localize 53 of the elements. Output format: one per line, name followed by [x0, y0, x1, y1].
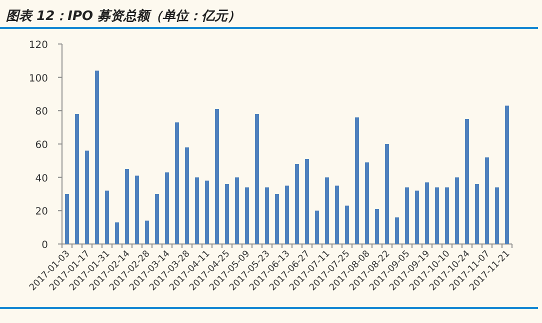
- bar: [405, 187, 409, 244]
- y-tick-label: 60: [35, 140, 48, 151]
- y-tick-label: 120: [28, 40, 48, 51]
- y-tick-label: 20: [35, 206, 48, 218]
- bar: [205, 180, 209, 244]
- bar: [135, 176, 139, 244]
- bar: [195, 177, 199, 244]
- bar: [505, 106, 509, 244]
- bar: [215, 109, 219, 244]
- bar: [425, 182, 429, 244]
- bar: [455, 177, 459, 244]
- bar: [95, 70, 99, 244]
- bar: [235, 177, 239, 244]
- bar: [85, 150, 89, 244]
- bar: [165, 172, 169, 244]
- bar: [495, 187, 499, 244]
- bar: [305, 159, 309, 244]
- bar: [485, 157, 489, 244]
- bar: [365, 162, 369, 244]
- bar: [355, 117, 359, 244]
- y-tick-label: 40: [35, 173, 48, 184]
- bar: [375, 209, 379, 244]
- bar: [155, 194, 159, 244]
- bar: [245, 187, 249, 244]
- bar: [445, 187, 449, 244]
- y-tick-label: 80: [35, 106, 48, 118]
- bar: [65, 194, 69, 244]
- y-tick-label: 100: [28, 73, 48, 84]
- bar: [475, 184, 479, 244]
- bar: [265, 187, 269, 244]
- bar: [125, 169, 129, 244]
- bar: [255, 114, 259, 244]
- bar: [275, 194, 279, 244]
- bar: [385, 144, 389, 244]
- bar: [225, 184, 229, 244]
- y-tick-label: 0: [42, 240, 48, 251]
- bar: [285, 186, 289, 244]
- bar: [415, 190, 419, 244]
- bar: [395, 217, 399, 244]
- bar: [315, 210, 319, 244]
- bar: [465, 119, 469, 244]
- bar: [175, 122, 179, 244]
- bar: [75, 114, 79, 244]
- bar: [115, 222, 119, 244]
- bar: [295, 164, 299, 244]
- bar: [325, 177, 329, 244]
- bar: [335, 186, 339, 244]
- bar: [345, 206, 349, 244]
- bar: [185, 147, 189, 244]
- chart-title: 图表 12：IPO 募资总额（单位：亿元）: [6, 8, 241, 24]
- bar: [105, 190, 109, 244]
- bar: [435, 187, 439, 244]
- bar: [145, 220, 149, 244]
